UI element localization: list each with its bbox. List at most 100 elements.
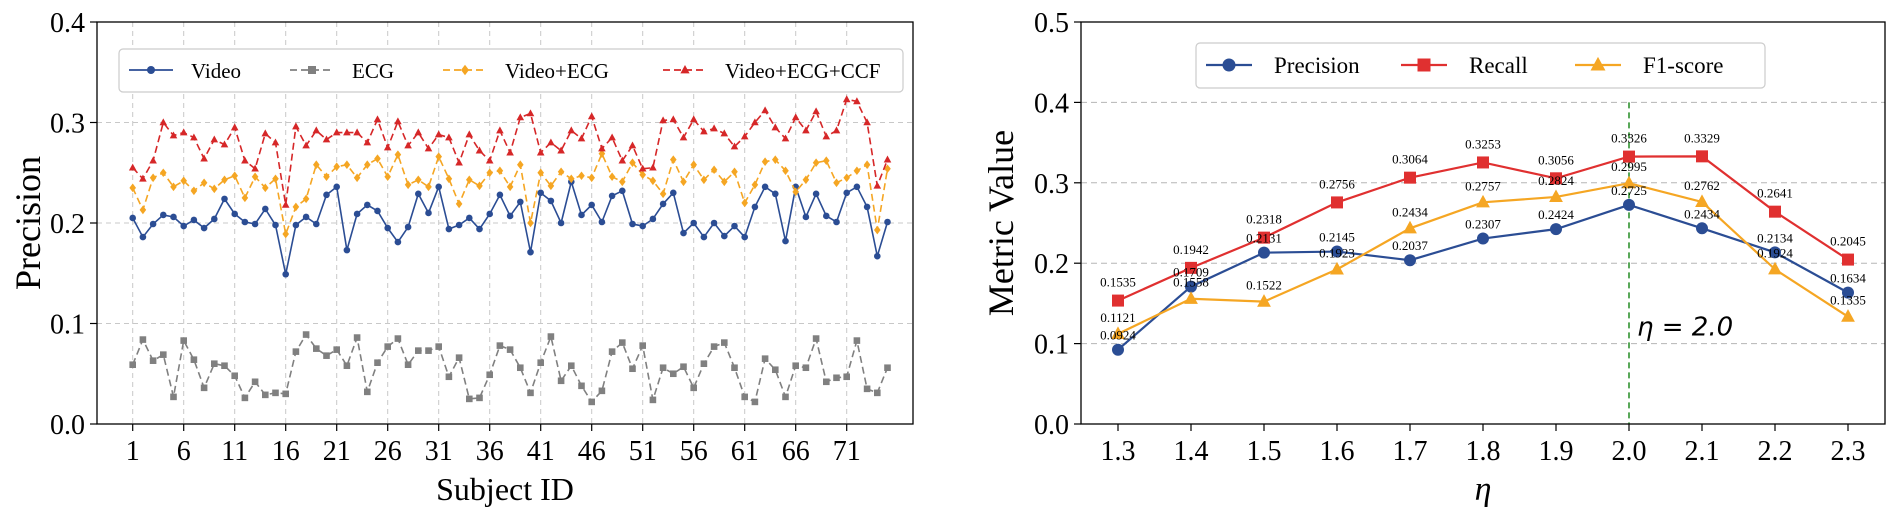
data-point	[1623, 150, 1635, 163]
data-point	[547, 181, 555, 191]
data-point	[149, 220, 157, 228]
data-point	[1695, 194, 1709, 208]
data-point	[822, 132, 831, 140]
data-point	[373, 115, 382, 123]
data-point	[619, 339, 626, 346]
data-point	[262, 205, 269, 213]
data-point	[445, 373, 453, 381]
data-point	[720, 129, 729, 137]
data-point	[547, 333, 555, 340]
data-point	[180, 176, 187, 186]
data-point	[873, 181, 882, 189]
data-point	[721, 177, 728, 187]
data-point	[1477, 156, 1489, 169]
left-y-tick-label: 0.4	[50, 8, 85, 39]
data-point	[353, 128, 361, 136]
data-point	[170, 182, 177, 192]
left-x-tick-label: 71	[833, 436, 861, 467]
data-point	[230, 123, 239, 131]
data-point	[1111, 326, 1125, 339]
data-point	[761, 106, 769, 114]
legend-entry: Precision	[1206, 53, 1360, 78]
data-point	[485, 156, 494, 164]
data-point	[527, 389, 534, 397]
legend-entry: F1-score	[1575, 53, 1723, 78]
left-x-tick-label: 41	[527, 436, 555, 467]
data-point	[527, 218, 534, 228]
legend-entry: Video	[129, 59, 241, 83]
legend-swatch-marker	[1590, 56, 1606, 71]
data-point	[211, 360, 218, 367]
data-point	[700, 360, 708, 367]
left-y-tick-label: 0.2	[50, 209, 85, 240]
data-point	[598, 149, 606, 158]
legend-label: Precision	[1274, 53, 1360, 78]
data-point	[200, 384, 208, 392]
data-point	[751, 398, 759, 406]
left-x-tick-label: 61	[731, 436, 759, 467]
data-label: 0.2756	[1319, 176, 1355, 191]
series-video-ecg	[129, 149, 891, 239]
data-point	[313, 160, 320, 169]
data-point	[812, 158, 820, 167]
data-point	[139, 205, 147, 215]
data-point	[741, 393, 748, 401]
data-point	[374, 359, 381, 366]
data-label: 0.1634	[1830, 271, 1866, 286]
data-point	[292, 348, 300, 355]
right-x-tick-label: 2.2	[1758, 436, 1793, 467]
data-point	[496, 191, 504, 199]
data-label: 0.1335	[1830, 293, 1866, 308]
left-plot-frame	[96, 21, 914, 425]
left-x-tick-label: 31	[425, 436, 453, 467]
data-point	[261, 129, 270, 137]
data-point	[710, 343, 718, 350]
data-point	[883, 155, 892, 163]
data-point	[333, 183, 341, 191]
data-point	[751, 203, 759, 211]
data-point	[812, 107, 820, 115]
data-point	[588, 398, 595, 406]
data-point	[333, 346, 340, 353]
left-legend: Video ECG Video+ECG Video+ECG+CCF	[118, 48, 904, 93]
data-point	[445, 225, 453, 233]
data-label: 0.2145	[1319, 230, 1355, 245]
data-point	[384, 343, 391, 350]
data-point	[241, 394, 249, 402]
left-series	[128, 95, 892, 406]
data-point	[323, 172, 330, 182]
data-label: 0.2725	[1611, 183, 1647, 198]
data-label: 0.1558	[1173, 275, 1209, 290]
data-point	[578, 171, 585, 181]
data-point	[455, 199, 463, 209]
data-point	[475, 146, 484, 154]
data-point	[577, 134, 586, 142]
data-point	[618, 156, 627, 164]
data-point	[312, 126, 321, 134]
left-x-tick-label: 51	[629, 436, 657, 467]
data-point	[843, 189, 850, 197]
data-point	[537, 359, 544, 366]
legend-label: F1-score	[1643, 53, 1723, 78]
data-point	[241, 218, 249, 226]
data-point	[506, 346, 514, 353]
data-point	[843, 373, 850, 381]
data-point	[527, 248, 534, 256]
data-point	[170, 393, 177, 401]
data-point	[159, 118, 168, 126]
data-label: 0.3326	[1611, 131, 1647, 146]
data-point	[1185, 261, 1197, 274]
data-point	[884, 164, 891, 174]
data-label: 0.3253	[1465, 136, 1501, 151]
left-x-tick-label: 11	[221, 436, 248, 467]
data-label: 0.1942	[1173, 242, 1209, 257]
data-point	[884, 218, 891, 226]
data-point	[374, 207, 381, 215]
data-point	[200, 224, 208, 232]
data-point	[761, 183, 769, 191]
data-point	[1404, 171, 1416, 184]
legend-entry: Video+ECG+CCF	[663, 59, 880, 83]
data-point	[1622, 175, 1636, 189]
data-point	[282, 229, 289, 239]
data-point	[557, 146, 565, 154]
